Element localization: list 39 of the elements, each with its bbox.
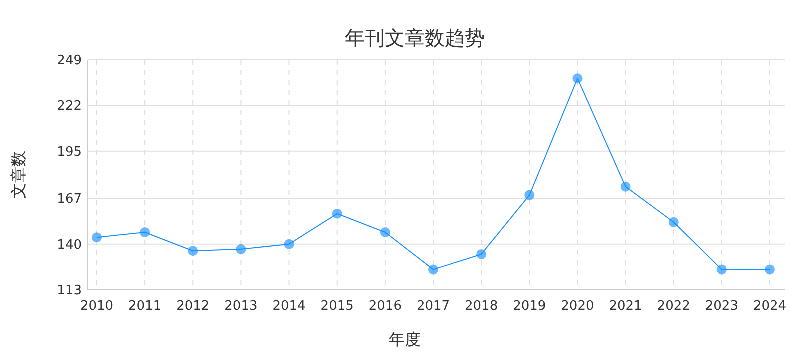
y-tick-label: 249	[57, 54, 82, 69]
chart-title: 年刊文章数趋势	[345, 26, 485, 50]
y-tick-label: 195	[57, 144, 82, 160]
point	[188, 246, 198, 256]
x-tick-label: 2021	[609, 299, 642, 314]
x-tick-label: 2010	[80, 299, 114, 314]
x-tick-label: 2018	[465, 299, 498, 314]
point	[572, 74, 583, 84]
x-tick-label: 2017	[416, 299, 450, 314]
point	[476, 249, 487, 260]
x-tick-label: 2024	[753, 299, 787, 314]
point	[716, 264, 727, 275]
point	[92, 232, 102, 243]
point	[765, 264, 775, 275]
y-tick-label: 222	[57, 99, 82, 114]
x-tick-label: 2020	[561, 299, 594, 314]
point	[284, 239, 294, 250]
point	[140, 228, 150, 238]
x-tick-label: 2023	[705, 299, 738, 314]
x-axis-title: 年度	[389, 330, 421, 349]
y-axis-title: 文章数	[9, 151, 28, 199]
x-tick-label: 2022	[657, 299, 690, 314]
point	[380, 228, 390, 238]
x-tick-label: 2011	[128, 299, 162, 314]
point	[236, 244, 246, 254]
y-tick-label: 113	[57, 284, 82, 299]
x-tick-label: 2013	[224, 299, 258, 314]
x-tick-label: 2019	[513, 299, 546, 314]
x-tick-label: 2014	[272, 299, 306, 314]
y-tick-label: 167	[57, 192, 82, 208]
y-tick-label: 140	[57, 238, 82, 253]
point	[332, 208, 342, 219]
point	[668, 217, 679, 228]
point	[428, 264, 438, 275]
point	[620, 182, 631, 192]
point	[524, 190, 535, 200]
x-tick-label: 2016	[368, 299, 402, 314]
x-tick-label: 2015	[320, 299, 354, 314]
x-tick-label: 2012	[176, 299, 210, 314]
